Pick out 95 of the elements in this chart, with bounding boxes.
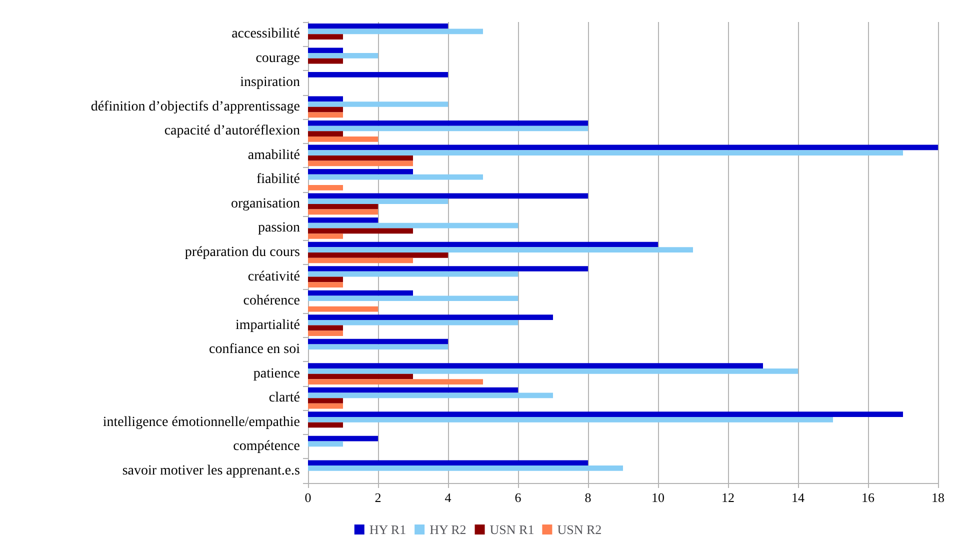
legend-label: HY R1 bbox=[369, 522, 406, 537]
y-tick-label: passion bbox=[258, 220, 300, 236]
bar bbox=[308, 325, 343, 331]
bar bbox=[308, 53, 378, 58]
bar bbox=[308, 106, 343, 112]
bar bbox=[308, 320, 518, 326]
bar bbox=[308, 290, 413, 296]
bar bbox=[308, 296, 518, 302]
bar bbox=[308, 436, 378, 442]
bar bbox=[308, 160, 413, 166]
bar bbox=[308, 198, 448, 204]
bar bbox=[308, 155, 413, 161]
x-tick-label: 12 bbox=[722, 490, 734, 505]
bar bbox=[308, 72, 448, 78]
x-tick-label: 18 bbox=[932, 490, 944, 505]
bar bbox=[308, 412, 903, 418]
bar bbox=[308, 379, 483, 384]
bar bbox=[308, 271, 518, 277]
y-tick-label: inspiration bbox=[240, 75, 300, 90]
bar bbox=[308, 136, 378, 142]
bar bbox=[308, 417, 833, 422]
bar bbox=[308, 150, 903, 156]
bar bbox=[308, 23, 448, 29]
y-tick-label: patience bbox=[253, 366, 300, 382]
y-tick-label: courage bbox=[256, 50, 300, 66]
x-tick-label: 8 bbox=[584, 490, 592, 505]
bar bbox=[308, 34, 343, 40]
bar bbox=[308, 247, 693, 252]
y-tick-label: impartialité bbox=[235, 318, 300, 333]
bar bbox=[308, 28, 483, 34]
bar bbox=[308, 48, 343, 54]
bar bbox=[308, 466, 623, 471]
y-tick-label: organisation bbox=[231, 196, 300, 212]
bar bbox=[308, 306, 378, 312]
bar bbox=[308, 252, 448, 258]
x-tick-label: 16 bbox=[862, 490, 875, 505]
bar bbox=[308, 126, 588, 132]
bar bbox=[308, 228, 413, 234]
bar bbox=[308, 398, 343, 404]
bar bbox=[308, 258, 413, 264]
legend-label: USN R2 bbox=[557, 522, 602, 537]
x-tick-label: 0 bbox=[304, 490, 312, 505]
bar bbox=[308, 403, 343, 409]
bar bbox=[308, 131, 343, 137]
y-tick-label: confiance en soi bbox=[209, 342, 300, 358]
y-tick-label: cohérence bbox=[243, 294, 300, 309]
legend-label: USN R1 bbox=[490, 522, 534, 537]
bar bbox=[308, 374, 413, 380]
bar bbox=[308, 422, 343, 428]
x-tick-label: 14 bbox=[792, 490, 805, 505]
bar bbox=[308, 314, 553, 320]
bar bbox=[308, 460, 588, 466]
bar bbox=[308, 204, 378, 210]
x-tick-label: 4 bbox=[444, 490, 452, 505]
bar bbox=[308, 222, 518, 228]
bar bbox=[308, 96, 343, 102]
bar bbox=[308, 185, 343, 190]
y-tick-label: fiabilité bbox=[256, 172, 300, 188]
bar bbox=[308, 174, 483, 180]
y-tick-label: capacité d’autoréflexion bbox=[164, 124, 300, 139]
x-tick-label: 6 bbox=[514, 490, 522, 505]
bar bbox=[308, 282, 343, 288]
bar bbox=[308, 276, 343, 282]
y-tick-label: clarté bbox=[268, 390, 300, 406]
bar bbox=[308, 218, 378, 223]
bar bbox=[308, 242, 658, 248]
bar bbox=[308, 441, 343, 447]
bar bbox=[308, 209, 378, 215]
y-tick-label: préparation du cours bbox=[184, 245, 300, 260]
bar bbox=[308, 266, 588, 272]
legend-label: HY R2 bbox=[430, 522, 466, 537]
y-tick-label: créativité bbox=[248, 269, 300, 284]
bar bbox=[308, 120, 588, 126]
bar bbox=[308, 169, 413, 174]
y-tick-label: accessibilité bbox=[232, 26, 300, 42]
bar bbox=[308, 344, 448, 350]
bar bbox=[308, 102, 448, 107]
bar bbox=[308, 338, 448, 344]
bar bbox=[308, 58, 343, 64]
bar bbox=[308, 234, 343, 239]
bar bbox=[308, 387, 518, 393]
y-tick-label: amabilité bbox=[248, 148, 300, 163]
bar bbox=[308, 330, 343, 336]
x-tick-label: 2 bbox=[374, 490, 382, 505]
y-tick-label: savoir motiver les apprenant.e.s bbox=[122, 463, 300, 478]
y-tick-label: définition d’objectifs d’apprentissage bbox=[90, 99, 300, 114]
bar bbox=[308, 368, 798, 374]
y-tick-label: intelligence émotionnelle/empathie bbox=[102, 414, 300, 430]
x-tick-label: 10 bbox=[652, 490, 664, 505]
bar bbox=[308, 144, 938, 150]
y-tick-label: compétence bbox=[233, 439, 300, 454]
bar bbox=[308, 392, 553, 398]
bar bbox=[308, 193, 588, 199]
bar bbox=[308, 112, 343, 118]
bar bbox=[308, 363, 763, 368]
